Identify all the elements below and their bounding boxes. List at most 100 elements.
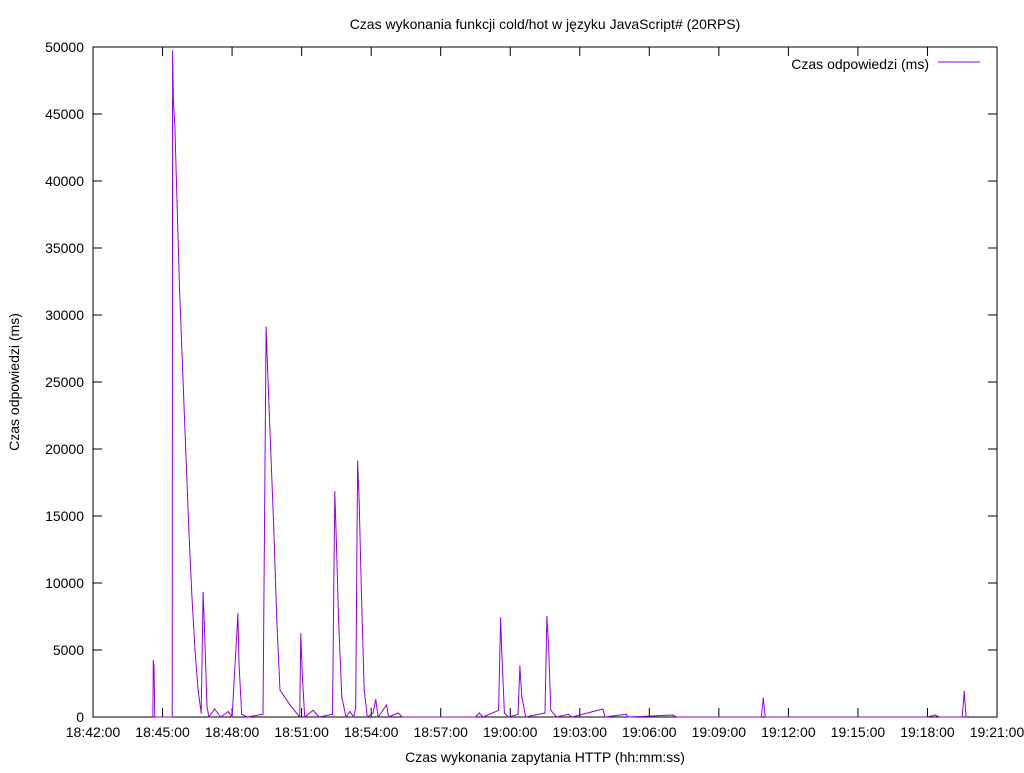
data-point: [625, 713, 627, 715]
data-point: [965, 716, 967, 718]
data-point: [353, 716, 355, 718]
data-point: [375, 699, 377, 701]
data-point: [331, 713, 334, 715]
data-point: [172, 100, 174, 102]
x-tick-label: 18:51:00: [274, 724, 329, 740]
series-layer: [152, 50, 967, 718]
data-point: [500, 617, 502, 619]
data-point: [206, 705, 208, 707]
series-line: [152, 50, 967, 718]
y-tick-label: 50000: [45, 39, 84, 55]
data-point: [200, 712, 202, 714]
data-point: [363, 689, 365, 691]
data-point: [762, 697, 764, 699]
legend-label: Czas odpowiedzi (ms): [791, 56, 929, 72]
data-point: [926, 716, 929, 718]
y-tick-label: 20000: [45, 441, 84, 457]
data-point: [214, 708, 216, 710]
data-point: [231, 716, 233, 718]
data-point: [627, 716, 629, 718]
data-point: [334, 491, 336, 493]
data-point: [474, 716, 477, 718]
y-tick-label: 35000: [45, 240, 84, 256]
x-tick-label: 18:48:00: [205, 724, 260, 740]
data-point: [304, 716, 306, 718]
y-axis: 0 5000 10000 15000 20000 25000 30000 35000 40000…: [45, 39, 997, 725]
data-point: [194, 649, 196, 651]
data-point: [604, 716, 606, 718]
data-point: [241, 713, 243, 715]
x-tick-label: 18:57:00: [413, 724, 468, 740]
x-tick-label: 19:09:00: [692, 724, 747, 740]
data-point: [191, 595, 193, 598]
data-point: [550, 709, 552, 711]
data-point: [498, 709, 500, 711]
legend: Czas odpowiedzi (ms): [791, 56, 980, 72]
data-point: [153, 665, 155, 667]
x-tick-label: 19:15:00: [831, 724, 886, 740]
data-point: [397, 712, 399, 714]
data-point: [174, 126, 176, 128]
data-point: [335, 542, 337, 544]
data-point: [276, 622, 278, 624]
y-axis-label: Czas odpowiedzi (ms): [6, 313, 22, 451]
data-point: [366, 716, 368, 718]
data-point: [178, 287, 181, 289]
data-point: [301, 676, 303, 678]
data-point: [246, 716, 249, 718]
data-point: [219, 716, 222, 718]
data-point: [270, 448, 272, 450]
data-point: [567, 713, 569, 715]
data-point: [299, 716, 301, 718]
data-point: [341, 696, 343, 698]
data-point: [197, 689, 199, 691]
data-point: [171, 716, 173, 718]
data-point: [386, 704, 388, 706]
data-point: [318, 716, 320, 718]
x-tick-label: 19:03:00: [553, 724, 608, 740]
data-point: [519, 665, 521, 667]
x-axis-label: Czas wykonania zapytania HTTP (hh:mm:ss): [405, 749, 685, 765]
data-point: [203, 622, 205, 624]
data-point: [208, 716, 210, 718]
x-tick-label: 18:54:00: [344, 724, 399, 740]
data-point: [760, 716, 762, 718]
data-point: [358, 502, 360, 504]
y-tick-label: 40000: [45, 173, 84, 189]
data-point: [172, 50, 174, 52]
data-point: [312, 709, 314, 711]
data-point: [501, 649, 503, 651]
plot-frame: [92, 46, 998, 718]
data-point: [357, 460, 359, 462]
x-tick-label: 19:18:00: [900, 724, 955, 740]
data-point: [507, 716, 509, 718]
data-point: [401, 716, 403, 718]
data-point: [152, 660, 154, 662]
data-point: [934, 714, 936, 716]
data-point: [273, 528, 275, 531]
data-point: [227, 711, 229, 713]
data-point: [185, 448, 187, 450]
y-tick-label: 25000: [45, 374, 84, 390]
data-point: [764, 716, 766, 718]
data-point: [503, 712, 505, 714]
chart-title: Czas wykonania funkcji cold/hot w języku…: [350, 16, 741, 32]
data-point: [267, 368, 269, 370]
data-point: [387, 716, 390, 718]
data-point: [152, 716, 154, 718]
data-point: [349, 711, 351, 713]
y-tick-label: 45000: [45, 106, 84, 122]
data-point: [675, 716, 678, 718]
data-point: [188, 528, 190, 531]
data-point: [279, 689, 281, 691]
data-point: [961, 716, 963, 718]
x-tick-label: 19:06:00: [622, 724, 677, 740]
data-point: [238, 662, 240, 665]
data-point: [517, 713, 519, 715]
data-point: [963, 690, 965, 693]
x-axis: 18:42:00 18:45:00 18:48:00 18:51:00 18:54:00…: [66, 47, 1024, 740]
data-point: [176, 207, 178, 209]
x-tick-label: 18:45:00: [135, 724, 190, 740]
x-tick-label: 18:42:00: [66, 724, 121, 740]
data-point: [338, 622, 340, 624]
